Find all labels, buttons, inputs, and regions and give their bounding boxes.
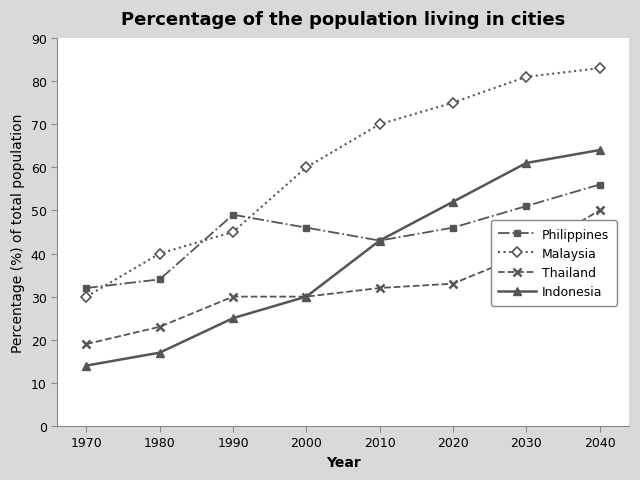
Malaysia xyxy=(596,66,604,72)
Philippines xyxy=(229,212,237,218)
Thailand xyxy=(449,281,457,287)
Indonesia xyxy=(376,238,383,244)
Philippines xyxy=(156,277,164,283)
Line: Indonesia: Indonesia xyxy=(83,146,604,370)
X-axis label: Year: Year xyxy=(326,455,360,469)
Indonesia xyxy=(229,316,237,322)
Philippines xyxy=(449,225,457,231)
Philippines xyxy=(596,182,604,188)
Title: Percentage of the population living in cities: Percentage of the population living in c… xyxy=(121,11,565,29)
Malaysia xyxy=(449,100,457,106)
Philippines xyxy=(83,286,90,291)
Malaysia xyxy=(522,75,530,81)
Philippines xyxy=(376,238,383,244)
Indonesia xyxy=(303,294,310,300)
Malaysia xyxy=(83,294,90,300)
Philippines xyxy=(522,204,530,210)
Thailand xyxy=(83,341,90,347)
Indonesia xyxy=(156,350,164,356)
Indonesia xyxy=(83,363,90,369)
Indonesia xyxy=(596,148,604,154)
Legend: Philippines, Malaysia, Thailand, Indonesia: Philippines, Malaysia, Thailand, Indones… xyxy=(491,221,617,306)
Indonesia xyxy=(522,161,530,167)
Thailand xyxy=(229,294,237,300)
Malaysia xyxy=(303,165,310,171)
Malaysia xyxy=(229,229,237,235)
Malaysia xyxy=(156,251,164,257)
Thailand xyxy=(303,294,310,300)
Thailand xyxy=(156,324,164,330)
Thailand xyxy=(522,251,530,257)
Line: Philippines: Philippines xyxy=(83,182,603,292)
Thailand xyxy=(596,208,604,214)
Philippines xyxy=(303,225,310,231)
Malaysia xyxy=(376,122,383,128)
Y-axis label: Percentage (%) of total population: Percentage (%) of total population xyxy=(11,113,25,352)
Line: Thailand: Thailand xyxy=(83,207,604,348)
Line: Malaysia: Malaysia xyxy=(83,66,603,300)
Indonesia xyxy=(449,200,457,205)
Thailand xyxy=(376,286,383,291)
